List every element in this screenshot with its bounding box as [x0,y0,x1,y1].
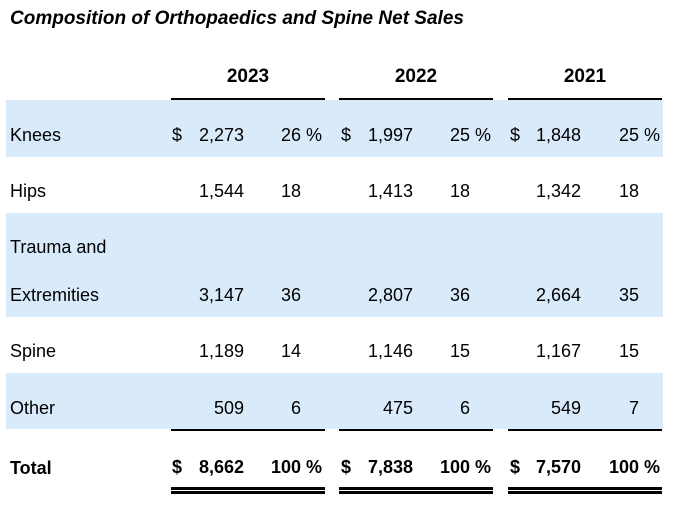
year-header-2022: 2022 [394,66,438,87]
percent-cell: 6 [459,398,470,418]
amount-cell: 1,544 [198,181,244,201]
amount-cell: 1,167 [535,341,581,361]
amount-cell: 1,413 [367,181,413,201]
row-label-continued: Extremities [10,285,100,305]
row-label: Trauma and [10,237,107,257]
amount-cell: 2,807 [367,285,413,305]
table-title: Composition of Orthopaedics and Spine Ne… [10,8,464,29]
dollar-sign: $ [341,457,352,477]
amount-cell: 1,997 [367,125,413,145]
row-band [6,100,663,157]
amount-cell: 509 [213,398,244,418]
amount-cell: 3,147 [198,285,244,305]
percent-cell: 36 [449,285,470,305]
subtotal-rule [508,429,662,431]
dollar-sign: $ [510,125,521,145]
percent-cell: 36 [280,285,301,305]
year-underline [339,98,493,100]
double-rule [339,487,493,494]
subtotal-rule [171,429,325,431]
amount-cell: 475 [382,398,413,418]
year-header-2021: 2021 [563,66,607,87]
percent-cell: 25 % [449,125,491,145]
double-rule [508,487,662,494]
dollar-sign: $ [172,125,183,145]
percent-cell: 35 [618,285,639,305]
percent-cell: 18 [618,181,639,201]
amount-cell: 2,664 [535,285,581,305]
percent-cell: 26 % [280,125,322,145]
total-amount: 7,838 [367,457,413,477]
percent-cell: 7 [628,398,639,418]
row-label: Hips [10,181,47,201]
row-label: Other [10,398,56,418]
dollar-sign: $ [172,457,183,477]
total-label: Total [10,458,52,478]
total-amount: 7,570 [535,457,581,477]
row-band [6,213,663,317]
total-percent: 100 % [270,457,322,477]
percent-cell: 6 [290,398,301,418]
row-label: Knees [10,125,62,145]
amount-cell: 1,189 [198,341,244,361]
amount-cell: 1,848 [535,125,581,145]
amount-cell: 2,273 [198,125,244,145]
amount-cell: 1,146 [367,341,413,361]
total-percent: 100 % [439,457,491,477]
total-percent: 100 % [608,457,660,477]
row-label: Spine [10,341,57,361]
percent-cell: 14 [280,341,301,361]
row-band [6,373,663,429]
year-header-2023: 2023 [226,66,270,87]
dollar-sign: $ [341,125,352,145]
percent-cell: 15 [449,341,470,361]
percent-cell: 18 [449,181,470,201]
total-amount: 8,662 [198,457,244,477]
amount-cell: 549 [550,398,581,418]
dollar-sign: $ [510,457,521,477]
percent-cell: 25 % [618,125,660,145]
year-underline [508,98,662,100]
year-underline [171,98,325,100]
subtotal-rule [339,429,493,431]
double-rule [171,487,325,494]
amount-cell: 1,342 [535,181,581,201]
percent-cell: 15 [618,341,639,361]
percent-cell: 18 [280,181,301,201]
